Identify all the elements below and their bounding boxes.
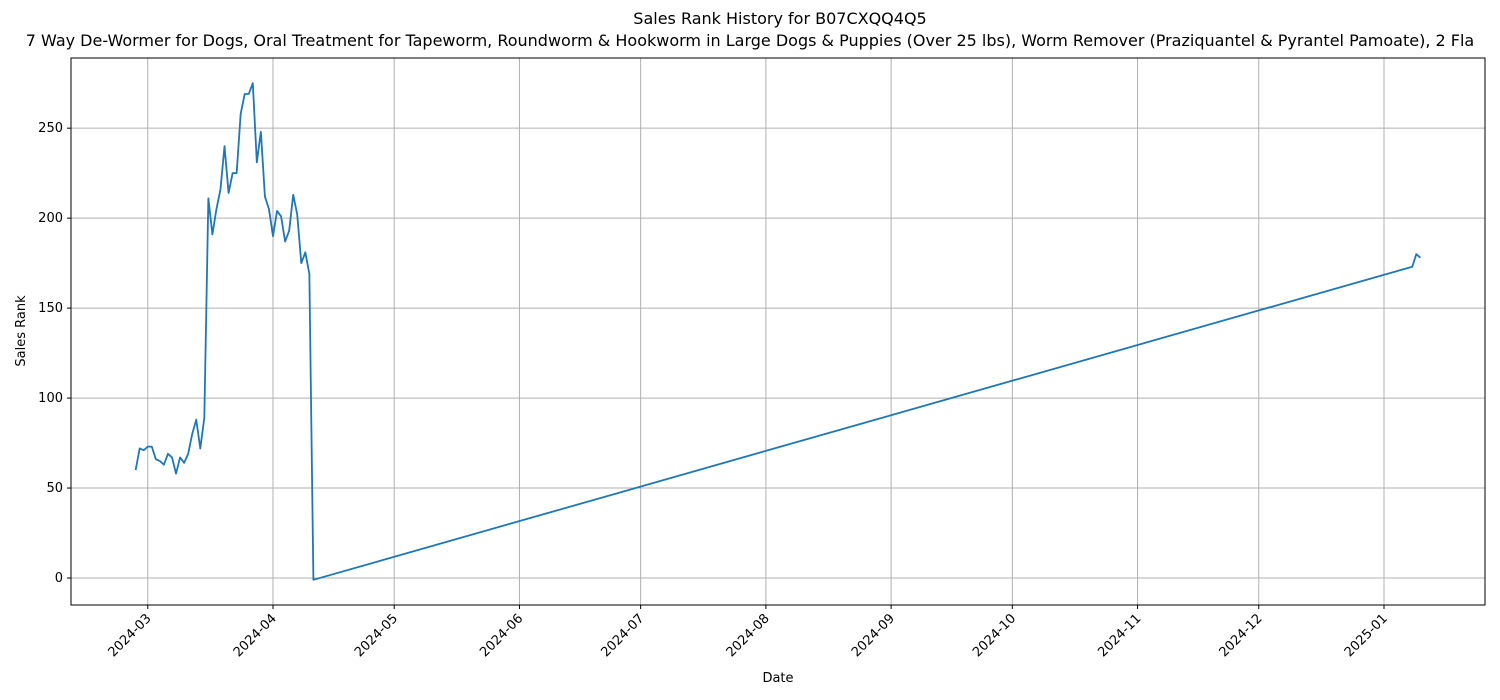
y-axis-label: Sales Rank [14, 295, 29, 367]
y-tick-label: 250 [38, 121, 63, 136]
x-tick-label: 2024-06 [477, 611, 526, 660]
y-tick-label: 200 [38, 211, 63, 226]
plot-frame [70, 57, 1486, 606]
x-tick-label: 2024-05 [352, 611, 401, 660]
x-tick-label: 2024-08 [724, 611, 773, 660]
chart-subtitle: 7 Way De-Wormer for Dogs, Oral Treatment… [26, 31, 1474, 50]
x-tick-label: 2024-09 [849, 611, 898, 660]
y-tick-label: 0 [55, 571, 63, 586]
y-tick-label: 150 [38, 301, 63, 316]
chart-title: Sales Rank History for B07CXQQ4Q5 [633, 9, 926, 28]
data-line [134, 82, 1421, 581]
x-tick-label: 2024-12 [1217, 611, 1266, 660]
x-axis-label: Date [762, 671, 793, 686]
x-tick-label: 2024-10 [970, 611, 1019, 660]
y-tick-label: 100 [38, 391, 63, 406]
x-tick-label: 2024-11 [1095, 611, 1144, 660]
y-tick-label: 50 [46, 481, 63, 496]
x-tick-label: 2024-03 [106, 611, 155, 660]
x-tick-label: 2024-04 [231, 611, 280, 660]
x-tick-label: 2025-01 [1342, 611, 1391, 660]
x-tick-label: 2024-07 [598, 611, 647, 660]
